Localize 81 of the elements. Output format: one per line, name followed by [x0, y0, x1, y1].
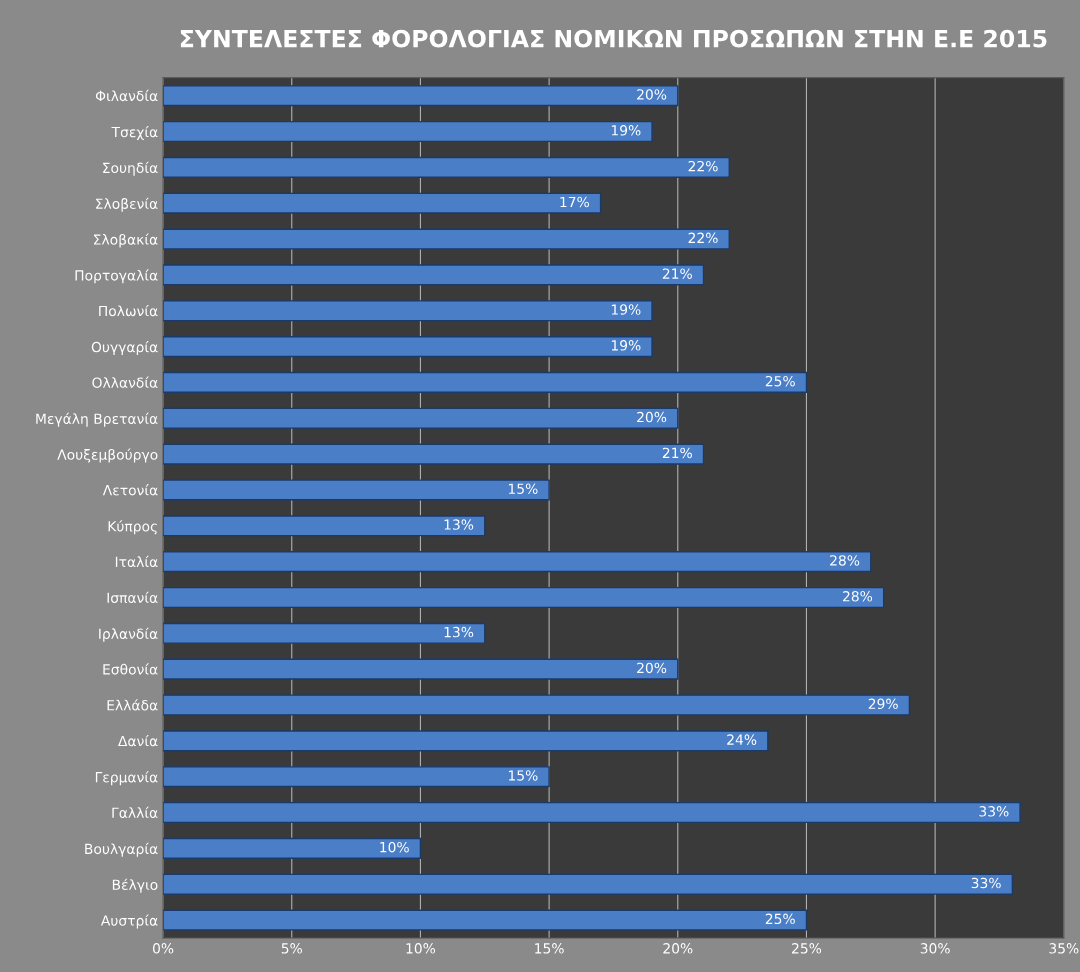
data-label: 15%	[508, 770, 538, 781]
data-label: 19%	[611, 340, 641, 351]
y-tick-label: Ουγγαρία	[91, 341, 158, 356]
data-label: 21%	[662, 447, 692, 459]
bar	[163, 909, 808, 931]
bar	[163, 658, 679, 680]
x-tick-label: 15%	[535, 943, 564, 954]
x-tick-label: 0%	[152, 943, 174, 954]
y-tick-label: Πορτογαλία	[75, 269, 158, 284]
data-label: 33%	[979, 806, 1009, 817]
bar	[163, 694, 911, 716]
data-label: 25%	[765, 913, 795, 925]
x-tick-label: 25%	[792, 943, 822, 954]
y-tick-label: Λετονία	[102, 484, 158, 496]
y-tick-label: Ιταλία	[115, 555, 158, 568]
data-label: 17%	[560, 196, 590, 208]
bar	[163, 622, 486, 644]
bar	[163, 766, 550, 788]
bar	[163, 515, 486, 537]
data-label: 22%	[688, 160, 718, 172]
bar	[163, 801, 1021, 824]
x-tick-label: 35%	[1049, 943, 1079, 954]
data-label: 21%	[662, 268, 692, 279]
bar	[163, 730, 769, 752]
y-tick-label: Ιρλανδία	[99, 627, 158, 642]
y-tick-label: Δανία	[118, 735, 158, 747]
y-tick-label: Φιλανδία	[95, 89, 158, 102]
bar	[163, 120, 653, 143]
data-label: 20%	[637, 411, 667, 423]
bar	[163, 551, 872, 573]
y-tick-label: Πολωνία	[99, 304, 158, 317]
y-tick-label: Σλοβακία	[94, 233, 158, 248]
data-label: 20%	[637, 89, 667, 100]
data-label: 33%	[971, 877, 1001, 889]
y-tick-label: Ελλάδα	[107, 699, 158, 711]
y-tick-label: Σλοβενία	[96, 197, 158, 212]
y-tick-label: Γαλλία	[112, 806, 158, 818]
bar	[163, 586, 885, 609]
data-label: 29%	[868, 698, 898, 710]
data-label: 10%	[380, 841, 409, 853]
bar	[163, 443, 705, 465]
bar	[163, 837, 422, 859]
y-tick-label: Τσεχία	[111, 125, 158, 140]
bar	[163, 264, 705, 286]
data-label: 19%	[611, 304, 641, 315]
bar	[163, 300, 653, 322]
x-tick-label: 20%	[663, 943, 693, 954]
y-tick-label: Βέλγιο	[112, 878, 158, 893]
data-label: 28%	[830, 555, 860, 566]
y-tick-label: Βουλγαρία	[85, 842, 158, 857]
bar	[163, 156, 730, 178]
bar	[163, 85, 679, 107]
data-label: 19%	[611, 125, 641, 136]
y-tick-label: Εσθονία	[103, 663, 158, 675]
data-label: 22%	[688, 232, 718, 244]
data-label: 13%	[444, 519, 474, 530]
y-tick-label: Σουηδία	[103, 161, 158, 176]
x-tick-label: 5%	[281, 943, 302, 954]
y-tick-label: Μεγάλη Βρετανία	[36, 412, 158, 427]
bar	[163, 371, 808, 393]
data-label: 20%	[637, 662, 667, 674]
y-tick-label: Λουξεμβούργο	[57, 448, 158, 463]
data-label: 15%	[508, 483, 538, 494]
bar	[163, 192, 602, 214]
bar	[163, 336, 653, 358]
y-tick-label: Κύπρος	[108, 520, 157, 535]
data-label: 28%	[843, 591, 873, 602]
y-tick-label: Ισπανία	[107, 591, 158, 604]
bar	[163, 407, 679, 429]
chart-title: ΣΥΝΤΕΛΕΣΤΕΣ ΦΟΡΟΛΟΓΙΑΣ ΝΟΜΙΚΩΝ ΠΡΟΣΩΠΩΝ ΣΤΗΝ Ε.Ε 2015	[180, 29, 1047, 48]
y-tick-label: Γερμανία	[95, 771, 158, 786]
x-tick-label: 10%	[406, 943, 436, 954]
data-label: 25%	[765, 375, 795, 387]
bar	[163, 228, 730, 250]
data-label: 13%	[444, 626, 474, 638]
bar	[163, 479, 550, 501]
bar	[163, 873, 1014, 895]
y-tick-label: Ολλανδία	[92, 376, 158, 388]
data-label: 24%	[727, 734, 757, 745]
x-tick-label: 30%	[920, 943, 950, 954]
y-tick-label: Αυστρία	[100, 914, 158, 929]
